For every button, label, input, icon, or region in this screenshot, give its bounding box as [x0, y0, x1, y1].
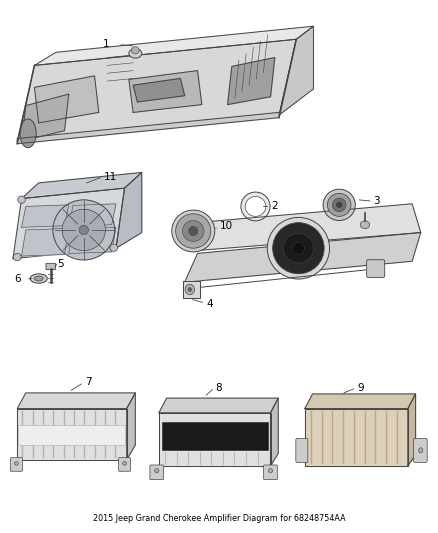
FancyBboxPatch shape	[46, 263, 56, 270]
Polygon shape	[271, 398, 278, 466]
Polygon shape	[21, 173, 142, 199]
Ellipse shape	[332, 198, 346, 212]
Text: 7: 7	[85, 377, 91, 387]
Polygon shape	[69, 204, 116, 227]
Ellipse shape	[188, 227, 198, 236]
Ellipse shape	[30, 274, 47, 283]
FancyBboxPatch shape	[367, 260, 385, 278]
Polygon shape	[21, 205, 69, 228]
Polygon shape	[17, 409, 127, 460]
Ellipse shape	[336, 202, 342, 208]
Ellipse shape	[79, 225, 88, 235]
Polygon shape	[159, 413, 271, 466]
FancyBboxPatch shape	[264, 465, 277, 480]
Ellipse shape	[129, 49, 142, 58]
Text: 2015 Jeep Grand Cherokee Amplifier Diagram for 68248754AA: 2015 Jeep Grand Cherokee Amplifier Diagr…	[93, 514, 345, 523]
Ellipse shape	[18, 196, 25, 203]
Ellipse shape	[183, 221, 204, 241]
Text: 3: 3	[374, 196, 380, 206]
FancyBboxPatch shape	[296, 438, 308, 463]
Ellipse shape	[199, 234, 208, 241]
Ellipse shape	[188, 288, 191, 292]
Ellipse shape	[327, 193, 351, 216]
Text: 1: 1	[103, 39, 110, 49]
Polygon shape	[21, 228, 69, 256]
Ellipse shape	[267, 217, 329, 279]
Polygon shape	[185, 232, 421, 282]
Polygon shape	[305, 394, 416, 409]
Ellipse shape	[14, 254, 21, 261]
FancyBboxPatch shape	[11, 458, 22, 471]
Ellipse shape	[360, 221, 370, 229]
Polygon shape	[35, 26, 314, 66]
Ellipse shape	[110, 244, 118, 252]
Ellipse shape	[283, 233, 314, 263]
Polygon shape	[228, 58, 275, 104]
Text: 9: 9	[357, 383, 364, 393]
Ellipse shape	[35, 276, 43, 281]
Polygon shape	[159, 398, 278, 413]
Ellipse shape	[293, 242, 304, 254]
Polygon shape	[116, 173, 142, 248]
FancyBboxPatch shape	[162, 422, 268, 450]
Polygon shape	[129, 71, 202, 112]
Polygon shape	[17, 112, 279, 144]
Polygon shape	[69, 228, 116, 254]
Text: 4: 4	[206, 298, 213, 309]
Text: 6: 6	[14, 274, 21, 284]
Ellipse shape	[272, 223, 324, 274]
Polygon shape	[279, 26, 314, 115]
FancyBboxPatch shape	[119, 458, 131, 471]
Ellipse shape	[323, 189, 355, 221]
Ellipse shape	[123, 462, 127, 465]
Ellipse shape	[131, 46, 139, 54]
Ellipse shape	[185, 284, 194, 295]
FancyBboxPatch shape	[18, 425, 125, 445]
Text: 10: 10	[220, 221, 233, 231]
Polygon shape	[13, 188, 124, 259]
FancyBboxPatch shape	[413, 438, 427, 463]
Polygon shape	[185, 204, 421, 251]
Ellipse shape	[419, 448, 423, 453]
Polygon shape	[17, 39, 296, 141]
Ellipse shape	[155, 469, 159, 473]
Polygon shape	[17, 393, 135, 409]
Ellipse shape	[53, 200, 115, 260]
Ellipse shape	[14, 462, 18, 465]
FancyBboxPatch shape	[150, 465, 164, 480]
Ellipse shape	[176, 214, 211, 248]
Polygon shape	[408, 394, 416, 466]
Polygon shape	[133, 78, 185, 102]
Ellipse shape	[268, 469, 272, 473]
Text: 8: 8	[215, 383, 222, 393]
Text: 11: 11	[104, 172, 117, 182]
Text: 5: 5	[58, 260, 64, 269]
Text: 2: 2	[271, 201, 278, 212]
Polygon shape	[21, 94, 69, 141]
Ellipse shape	[62, 209, 106, 251]
Ellipse shape	[20, 119, 36, 148]
Polygon shape	[305, 409, 408, 466]
Polygon shape	[127, 393, 135, 460]
Polygon shape	[183, 281, 200, 298]
Ellipse shape	[245, 197, 266, 216]
Polygon shape	[35, 76, 99, 123]
Ellipse shape	[172, 210, 215, 252]
Ellipse shape	[241, 192, 270, 221]
